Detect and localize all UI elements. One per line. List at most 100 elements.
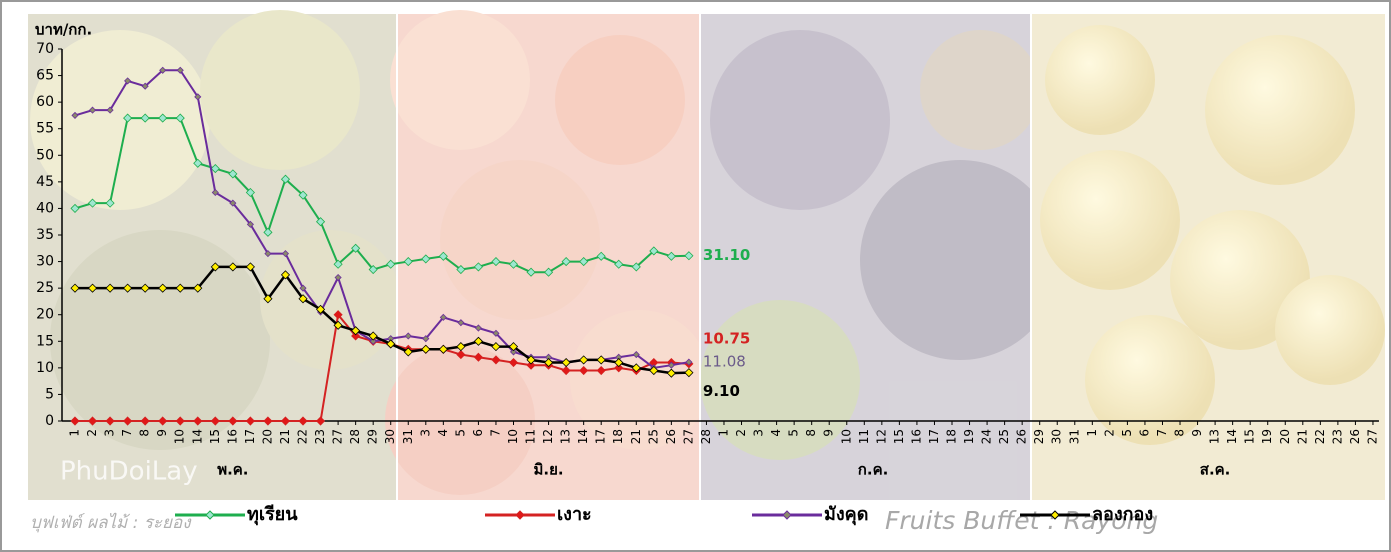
- point: [491, 257, 501, 267]
- x-tick-label: 9: [155, 429, 169, 437]
- x-tick-label: 1: [716, 429, 730, 437]
- background-photos: [28, 10, 1385, 500]
- watermark-english: Fruits Buffet : Rayong: [885, 506, 1158, 535]
- x-tick-label: 25: [997, 429, 1011, 444]
- x-tick-label: 26: [1348, 429, 1362, 444]
- y-tick-label: 45: [36, 174, 54, 190]
- point: [351, 331, 361, 341]
- point: [614, 363, 624, 373]
- point: [263, 416, 273, 426]
- x-tick-label: 6: [1137, 429, 1151, 437]
- x-tick-label: 26: [1015, 429, 1029, 444]
- point: [596, 251, 606, 261]
- x-tick-label: 21: [1295, 429, 1309, 444]
- point: [264, 250, 272, 258]
- x-tick-label: 9: [822, 429, 836, 437]
- point: [140, 113, 150, 123]
- point: [473, 262, 483, 272]
- point: [210, 164, 220, 174]
- value-label: 10.75: [703, 329, 750, 347]
- point: [71, 111, 79, 119]
- x-tick-label: 12: [874, 429, 888, 444]
- point: [140, 416, 150, 426]
- point: [579, 365, 589, 376]
- point: [491, 355, 501, 365]
- y-tick-label: 5: [45, 386, 54, 402]
- point: [492, 329, 500, 337]
- point: [526, 360, 536, 370]
- legend-label: ทุเรียน: [247, 504, 298, 526]
- x-tick-label: 17: [594, 429, 608, 444]
- point: [158, 113, 168, 123]
- point: [315, 416, 326, 426]
- y-tick-label: 40: [36, 200, 54, 216]
- point: [105, 283, 115, 293]
- x-tick-label: 28: [699, 429, 713, 444]
- x-tick-label: 22: [1313, 429, 1327, 444]
- y-tick-label: 15: [36, 333, 54, 349]
- x-tick-label: 21: [629, 429, 643, 444]
- point: [632, 351, 640, 359]
- point: [298, 190, 308, 200]
- point: [175, 416, 185, 426]
- point: [245, 416, 255, 426]
- x-tick-label: 15: [208, 429, 222, 444]
- month-label: พ.ค.: [217, 461, 248, 479]
- x-tick-label: 21: [278, 429, 292, 444]
- x-tick-label: 14: [1225, 429, 1239, 444]
- x-tick-label: 9: [1190, 429, 1204, 437]
- x-tick-label: 6: [471, 429, 485, 437]
- point: [403, 257, 413, 267]
- legend-marker: [515, 510, 525, 520]
- point: [474, 324, 482, 332]
- value-label: 9.10: [703, 382, 740, 400]
- y-tick-label: 30: [36, 254, 54, 270]
- x-tick-label: 25: [646, 429, 660, 444]
- x-tick-label: 27: [681, 429, 695, 444]
- x-tick-label: 4: [769, 429, 783, 437]
- point: [666, 368, 676, 378]
- point: [246, 220, 254, 228]
- y-tick-label: 70: [36, 41, 54, 57]
- x-tick-label: 23: [1330, 429, 1344, 444]
- x-tick-label: 5: [787, 429, 801, 437]
- point: [579, 355, 589, 365]
- point: [193, 158, 203, 168]
- point: [87, 283, 98, 293]
- x-tick-label: 1: [1085, 429, 1099, 437]
- point: [210, 416, 220, 426]
- legend-marker: [782, 510, 792, 520]
- x-tick-label: 16: [909, 429, 923, 444]
- point: [105, 198, 115, 208]
- point: [438, 251, 448, 261]
- y-tick-label: 0: [45, 413, 54, 429]
- y-tick-label: 65: [36, 68, 54, 84]
- point: [298, 416, 308, 426]
- point: [158, 283, 168, 293]
- x-tick-label: 2: [1102, 429, 1116, 437]
- point: [508, 259, 519, 269]
- point: [333, 320, 343, 330]
- point: [175, 283, 185, 293]
- point: [544, 357, 554, 368]
- point: [280, 416, 291, 426]
- y-tick-label: 20: [36, 307, 54, 323]
- point: [456, 350, 466, 360]
- point: [421, 254, 431, 264]
- point: [194, 93, 202, 101]
- x-tick-label: 22: [296, 429, 310, 444]
- point: [70, 416, 80, 426]
- x-tick-label: 7: [1155, 429, 1169, 437]
- value-label: 11.08: [703, 353, 746, 371]
- point: [87, 416, 98, 426]
- point: [70, 283, 80, 293]
- legend-marker: [205, 510, 215, 520]
- point: [631, 363, 641, 373]
- point: [422, 335, 430, 343]
- point: [141, 82, 149, 90]
- point: [123, 416, 133, 426]
- series: 9.10 ลองกอง: [70, 262, 1153, 525]
- point: [386, 259, 396, 269]
- point: [369, 337, 377, 345]
